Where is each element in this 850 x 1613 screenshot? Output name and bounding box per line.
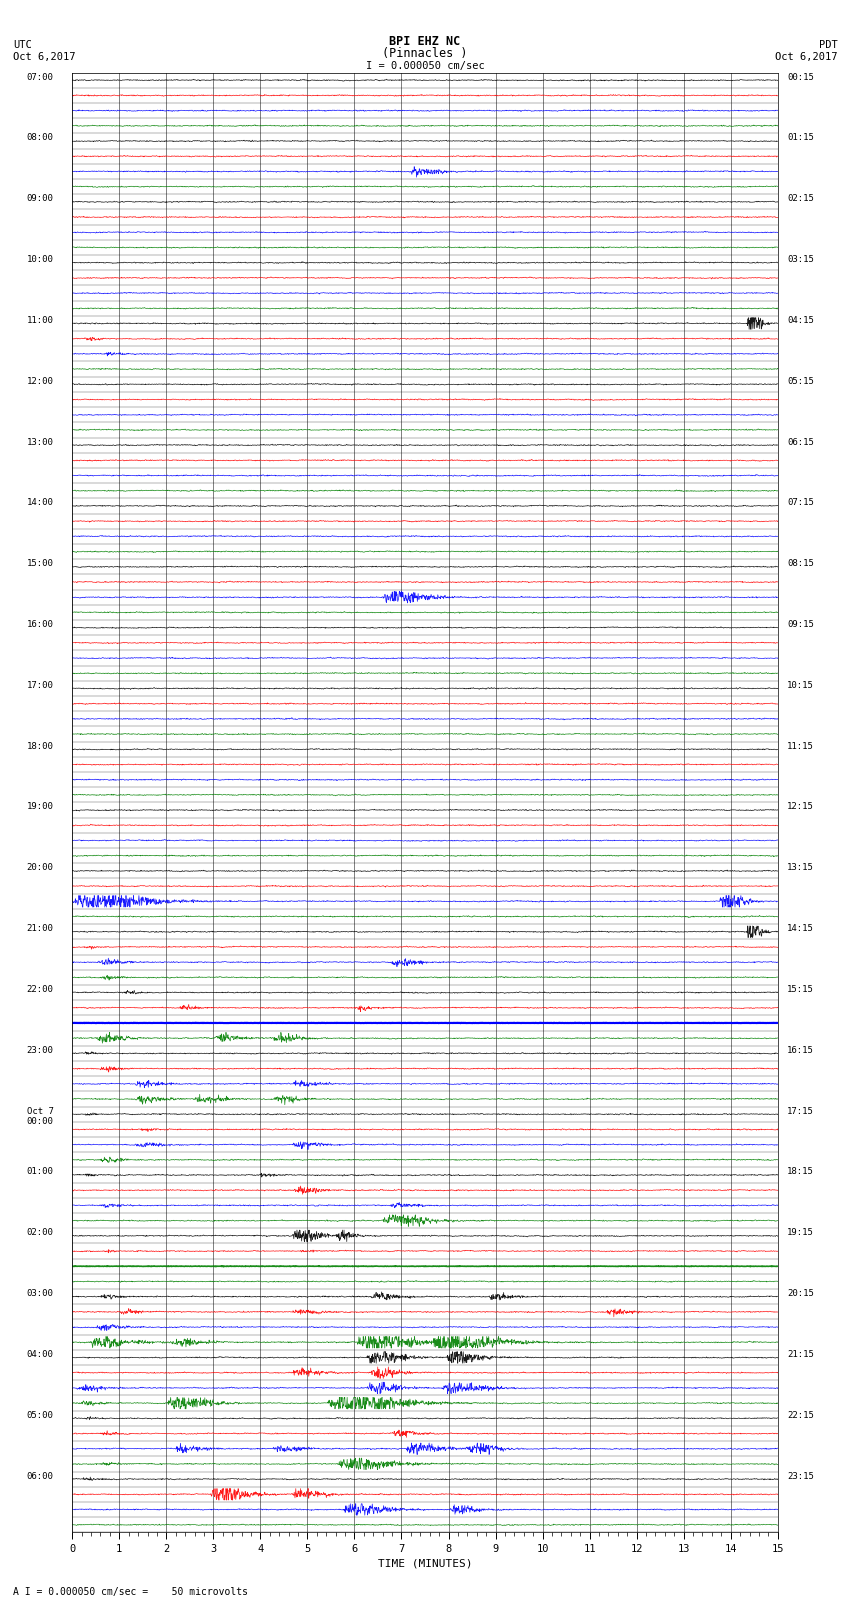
Text: 07:00: 07:00 xyxy=(26,73,54,82)
Text: 04:15: 04:15 xyxy=(787,316,814,324)
X-axis label: TIME (MINUTES): TIME (MINUTES) xyxy=(377,1558,473,1568)
Text: 02:00: 02:00 xyxy=(26,1227,54,1237)
Text: I = 0.000050 cm/sec: I = 0.000050 cm/sec xyxy=(366,61,484,71)
Text: 09:15: 09:15 xyxy=(787,619,814,629)
Text: 07:15: 07:15 xyxy=(787,498,814,508)
Text: 02:15: 02:15 xyxy=(787,194,814,203)
Text: 01:00: 01:00 xyxy=(26,1168,54,1176)
Text: 17:15: 17:15 xyxy=(787,1107,814,1116)
Text: 12:00: 12:00 xyxy=(26,377,54,386)
Text: 20:00: 20:00 xyxy=(26,863,54,873)
Text: 11:00: 11:00 xyxy=(26,316,54,324)
Text: BPI EHZ NC: BPI EHZ NC xyxy=(389,35,461,48)
Text: 21:00: 21:00 xyxy=(26,924,54,932)
Text: 15:15: 15:15 xyxy=(787,986,814,994)
Text: 10:00: 10:00 xyxy=(26,255,54,265)
Text: 19:00: 19:00 xyxy=(26,803,54,811)
Text: 00:15: 00:15 xyxy=(787,73,814,82)
Text: 21:15: 21:15 xyxy=(787,1350,814,1358)
Text: 11:15: 11:15 xyxy=(787,742,814,750)
Text: 14:00: 14:00 xyxy=(26,498,54,508)
Text: 22:00: 22:00 xyxy=(26,986,54,994)
Text: Oct 6,2017: Oct 6,2017 xyxy=(774,52,837,61)
Text: 16:00: 16:00 xyxy=(26,619,54,629)
Text: 18:00: 18:00 xyxy=(26,742,54,750)
Text: 03:15: 03:15 xyxy=(787,255,814,265)
Text: 09:00: 09:00 xyxy=(26,194,54,203)
Text: 04:00: 04:00 xyxy=(26,1350,54,1358)
Text: 08:00: 08:00 xyxy=(26,134,54,142)
Text: Oct 7
00:00: Oct 7 00:00 xyxy=(26,1107,54,1126)
Text: 23:15: 23:15 xyxy=(787,1471,814,1481)
Text: (Pinnacles ): (Pinnacles ) xyxy=(382,47,468,60)
Text: 17:00: 17:00 xyxy=(26,681,54,690)
Text: 05:15: 05:15 xyxy=(787,377,814,386)
Text: 13:15: 13:15 xyxy=(787,863,814,873)
Text: 10:15: 10:15 xyxy=(787,681,814,690)
Text: PDT: PDT xyxy=(819,40,837,50)
Text: 05:00: 05:00 xyxy=(26,1411,54,1419)
Text: Oct 6,2017: Oct 6,2017 xyxy=(13,52,76,61)
Text: 16:15: 16:15 xyxy=(787,1045,814,1055)
Text: 03:00: 03:00 xyxy=(26,1289,54,1298)
Text: 22:15: 22:15 xyxy=(787,1411,814,1419)
Text: 23:00: 23:00 xyxy=(26,1045,54,1055)
Text: 08:15: 08:15 xyxy=(787,560,814,568)
Text: A I = 0.000050 cm/sec =    50 microvolts: A I = 0.000050 cm/sec = 50 microvolts xyxy=(13,1587,247,1597)
Text: 06:00: 06:00 xyxy=(26,1471,54,1481)
Text: 01:15: 01:15 xyxy=(787,134,814,142)
Text: 13:00: 13:00 xyxy=(26,437,54,447)
Text: 12:15: 12:15 xyxy=(787,803,814,811)
Text: 20:15: 20:15 xyxy=(787,1289,814,1298)
Text: 19:15: 19:15 xyxy=(787,1227,814,1237)
Text: 15:00: 15:00 xyxy=(26,560,54,568)
Text: UTC: UTC xyxy=(13,40,31,50)
Text: 14:15: 14:15 xyxy=(787,924,814,932)
Text: 06:15: 06:15 xyxy=(787,437,814,447)
Text: 18:15: 18:15 xyxy=(787,1168,814,1176)
